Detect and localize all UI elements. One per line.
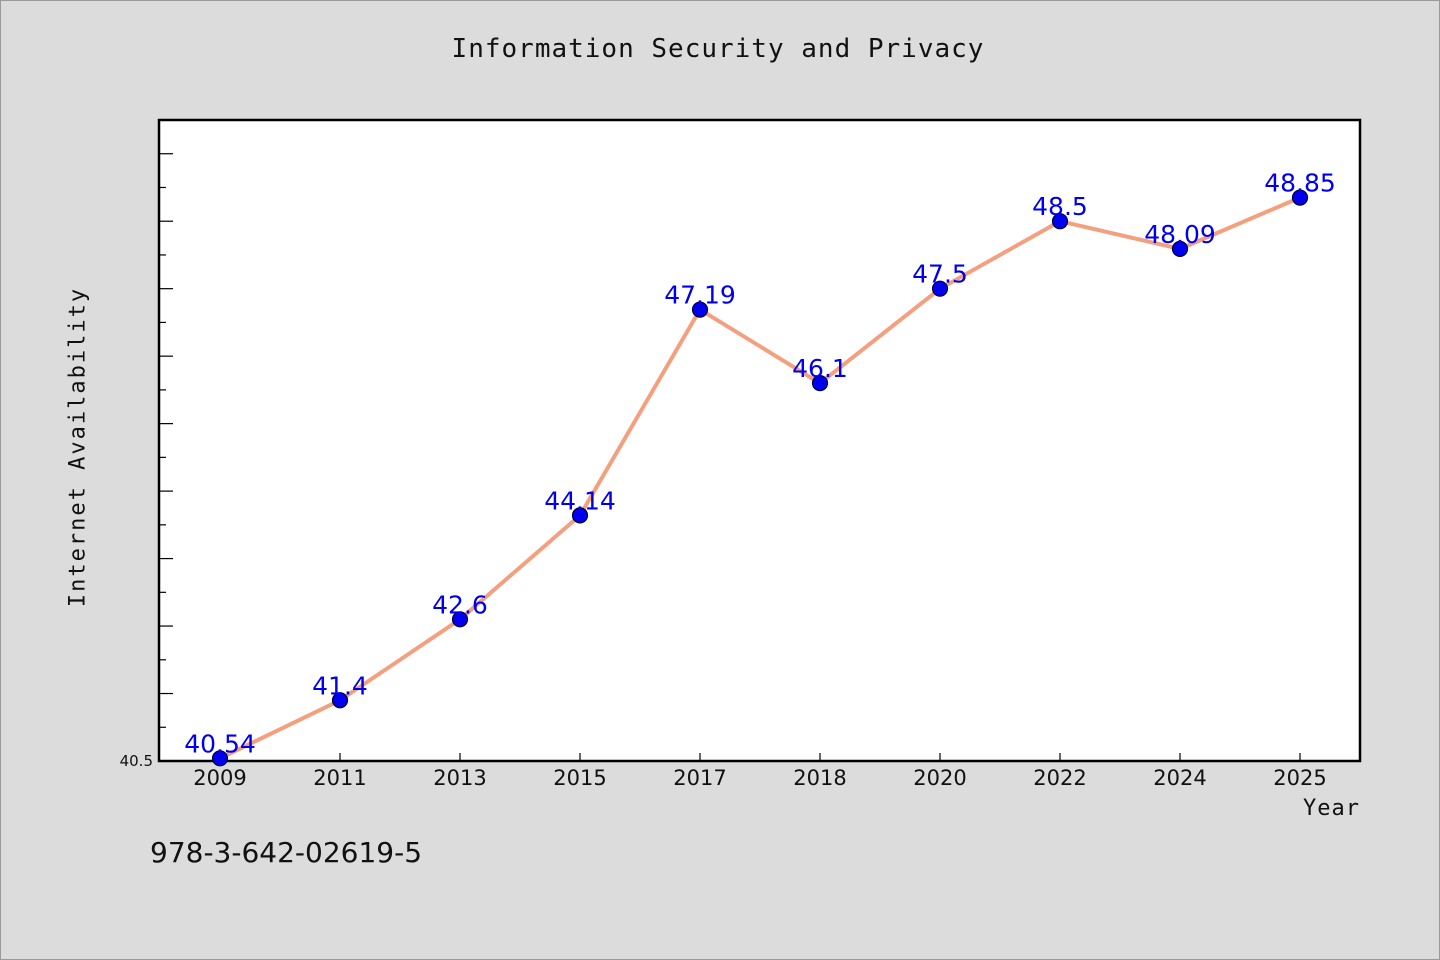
data-point: [571, 507, 589, 524]
data-point: [451, 611, 469, 628]
x-tick-label: 2015: [553, 766, 606, 790]
plot-area: [157, 118, 1362, 763]
x-tick-label: 2024: [1153, 766, 1206, 790]
data-point: [811, 375, 829, 392]
y-tick-label: 40.5: [120, 752, 153, 770]
data-label: 47.19: [664, 281, 736, 310]
data-point: [1291, 189, 1309, 206]
x-tick-label: 2025: [1273, 766, 1326, 790]
x-axis-label: Year: [1303, 796, 1360, 821]
data-point: [1051, 213, 1069, 230]
data-label: 42.6: [432, 590, 488, 619]
data-label: 46.1: [792, 354, 848, 383]
isbn-text: 978-3-642-02619-5: [150, 836, 423, 869]
x-tick-label: 2009: [193, 766, 246, 790]
data-point: [931, 280, 949, 297]
data-point: [1171, 240, 1189, 257]
data-label: 48.85: [1264, 169, 1336, 198]
data-label: 40.54: [184, 729, 256, 758]
x-tick-label: 2018: [793, 766, 846, 790]
data-point: [331, 692, 349, 709]
data-point: [211, 750, 229, 767]
data-point: [691, 301, 709, 318]
data-label: 47.5: [912, 260, 968, 289]
data-label: 48.5: [1032, 192, 1088, 221]
data-label: 44.14: [544, 486, 616, 515]
x-tick-label: 2013: [433, 766, 486, 790]
series-line: [218, 195, 1302, 761]
x-tick-label: 2017: [673, 766, 726, 790]
x-tick-label: 2022: [1033, 766, 1086, 790]
x-tick-label: 2011: [313, 766, 366, 790]
chart-title: Information Security and Privacy: [451, 34, 985, 64]
data-label: 48.09: [1144, 220, 1216, 249]
x-tick-label: 2020: [913, 766, 966, 790]
data-label: 41.4: [312, 671, 368, 700]
